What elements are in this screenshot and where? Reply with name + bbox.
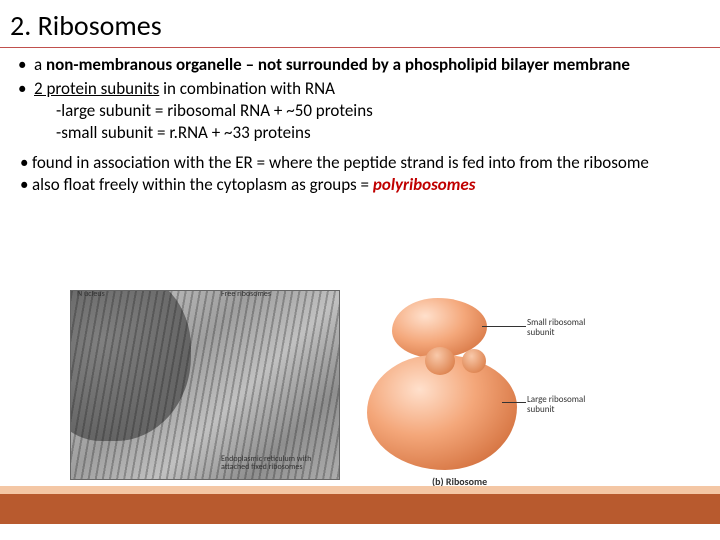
bullet1-bold: non-membranous organelle – not surrounde… <box>46 54 630 75</box>
large-subunit-shape <box>367 355 517 470</box>
leader-line-small <box>482 326 526 327</box>
label-free-ribosomes: Free ribosomes <box>221 290 271 299</box>
bullet2-underline: 2 protein subunits <box>34 78 159 99</box>
sub-large: -large subunit = ribosomal RNA + ~50 pro… <box>34 100 704 122</box>
bullet2-rest: in combination with RNA <box>159 78 335 99</box>
bullet-nonmembranous: a non-membranous organelle – not surroun… <box>16 54 704 76</box>
polyribosomes-term: polyribosomes <box>373 174 476 195</box>
figure-area: N ucleus Free ribosomes Endoplasmic reti… <box>70 290 640 490</box>
sub-small: -small subunit = r.RNA + ~33 proteins <box>34 122 704 144</box>
bullet1-a: a <box>34 54 46 75</box>
footer-accent-bar <box>0 494 720 524</box>
bullet-polyribosomes: also float freely within the cytoplasm a… <box>20 174 700 196</box>
leader-line-large <box>502 402 526 403</box>
bullet-subunits: 2 protein subunits in combination with R… <box>16 78 704 144</box>
content-block-2: found in association with the ER = where… <box>0 152 720 196</box>
label-large-subunit: Large ribosomal subunit <box>527 395 607 415</box>
row2-a: also float freely within the cytoplasm a… <box>32 174 373 195</box>
bullet-er-association: found in association with the ER = where… <box>20 152 700 174</box>
micrograph-image: N ucleus Free ribosomes Endoplasmic reti… <box>70 290 340 480</box>
er-striations <box>71 291 339 479</box>
ribosome-diagram: Small ribosomal subunit Large ribosomal … <box>352 290 612 485</box>
label-small-subunit: Small ribosomal subunit <box>527 318 607 338</box>
label-nucleus: N ucleus <box>77 290 105 299</box>
label-endoplasmic-reticulum: Endoplasmic reticulum with attached fixe… <box>221 455 331 471</box>
footer-accent-light <box>0 486 720 494</box>
content-block-1: a non-membranous organelle – not surroun… <box>0 54 720 144</box>
page-title: 2. Ribosomes <box>0 0 720 48</box>
